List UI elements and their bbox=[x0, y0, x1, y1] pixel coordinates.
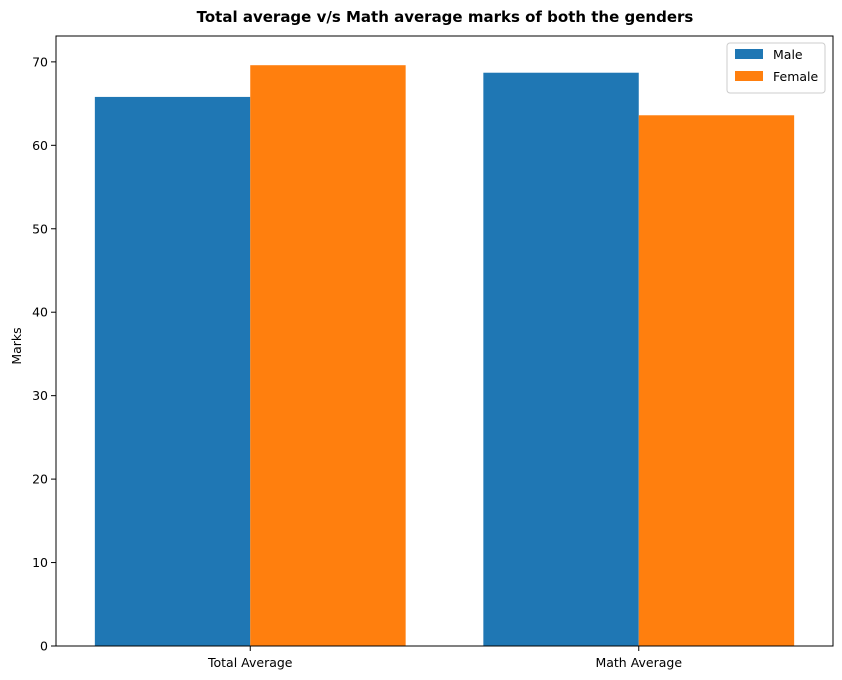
bar-male-total-average bbox=[94, 96, 251, 646]
legend: Male Female bbox=[726, 42, 826, 94]
legend-swatch-female bbox=[735, 71, 763, 81]
chart-title: Total average v/s Math average marks of … bbox=[197, 8, 694, 26]
axes-frame bbox=[55, 35, 834, 647]
x-tick-label: Math Average bbox=[595, 655, 682, 670]
legend-swatch-male bbox=[735, 49, 763, 59]
y-tick-label: 0 bbox=[40, 639, 48, 654]
y-tick-label: 70 bbox=[32, 54, 48, 69]
y-tick-label: 60 bbox=[32, 138, 48, 153]
bar-male-math-average bbox=[483, 72, 639, 647]
legend-label-female: Female bbox=[773, 69, 819, 84]
x-tick-label: Total Average bbox=[207, 655, 293, 670]
y-tick-label: 10 bbox=[32, 555, 48, 570]
bar-female-math-average bbox=[638, 115, 795, 646]
y-tick-label: 50 bbox=[32, 221, 48, 236]
legend-label-male: Male bbox=[773, 47, 803, 62]
y-tick-label: 40 bbox=[32, 305, 48, 320]
y-tick-label: 30 bbox=[32, 388, 48, 403]
y-axis-label: Marks bbox=[9, 327, 24, 364]
plot-area: 0 10 20 30 40 50 60 70 Total Average Math Average bbox=[32, 35, 834, 670]
y-tick-label: 20 bbox=[32, 472, 48, 487]
bar-female-total-average bbox=[250, 65, 406, 647]
